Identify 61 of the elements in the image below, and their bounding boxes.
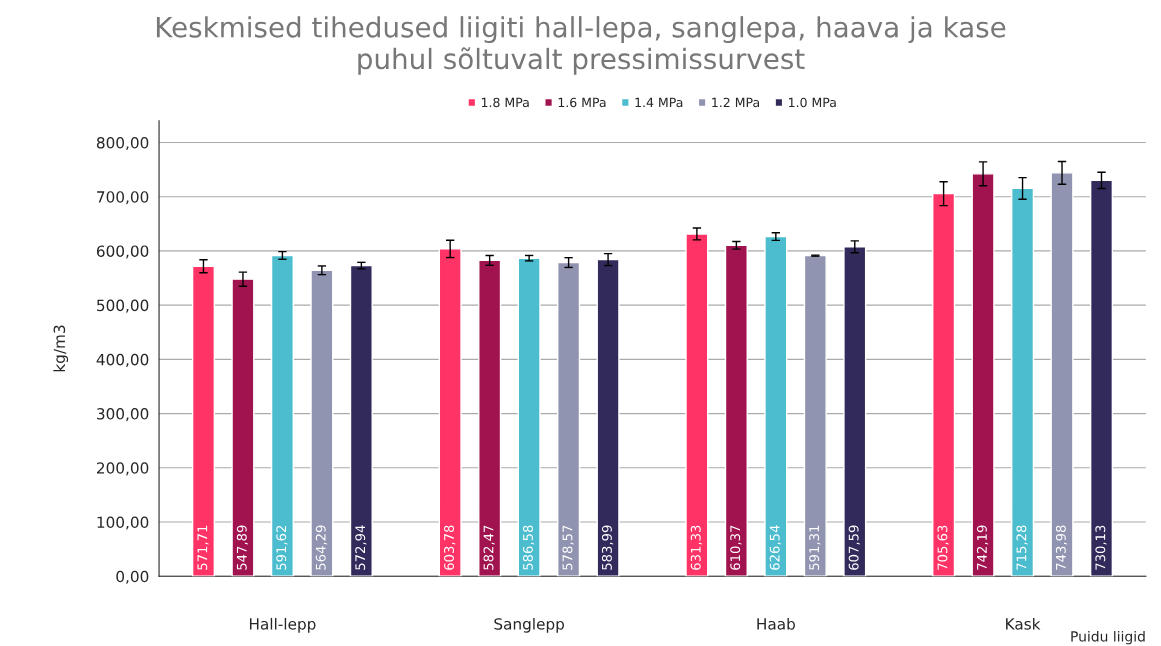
y-tick-label: 100,00 bbox=[97, 516, 149, 530]
data-label: 572,94 bbox=[355, 525, 367, 570]
bar bbox=[1011, 187, 1035, 577]
data-label: 730,13 bbox=[1095, 525, 1107, 570]
y-tick-label: 200,00 bbox=[97, 462, 149, 476]
data-label: 578,57 bbox=[562, 525, 574, 570]
y-tick-label: 700,00 bbox=[97, 191, 149, 205]
bar bbox=[803, 254, 827, 577]
bar bbox=[596, 258, 620, 577]
legend-label: 1.0 MPa bbox=[789, 97, 836, 108]
y-tick-label: 400,00 bbox=[96, 353, 149, 367]
data-label: 705,63 bbox=[937, 525, 949, 570]
bar bbox=[557, 261, 581, 577]
bar bbox=[764, 235, 788, 577]
y-tick-label: 0,00 bbox=[116, 570, 149, 584]
x-tick-label: Haab bbox=[757, 617, 795, 630]
data-label: 603,78 bbox=[444, 525, 456, 570]
legend-label: 1.8 MPa bbox=[481, 97, 529, 108]
bar bbox=[724, 244, 748, 577]
legend-label: 1.6 MPa bbox=[558, 97, 606, 108]
y-axis-title: kg/m3 bbox=[53, 325, 69, 372]
data-label: 610,37 bbox=[730, 525, 742, 570]
data-label: 742,19 bbox=[976, 525, 989, 570]
bar bbox=[310, 269, 334, 577]
x-tick-label: Hall-lepp bbox=[249, 617, 316, 633]
bar bbox=[191, 265, 216, 577]
data-label: 582,47 bbox=[483, 525, 495, 570]
data-label: 591,31 bbox=[809, 525, 821, 570]
data-label: 743,98 bbox=[1055, 525, 1068, 570]
y-tick-label: 800,00 bbox=[96, 136, 149, 151]
bar bbox=[1050, 172, 1074, 577]
data-label: 571,71 bbox=[197, 525, 209, 570]
data-label: 631,33 bbox=[690, 525, 703, 570]
y-tick-label: 500,00 bbox=[97, 299, 149, 313]
x-tick-label: Sanglepp bbox=[494, 617, 565, 633]
data-label: 591,62 bbox=[276, 525, 288, 570]
bar bbox=[270, 254, 294, 577]
data-label: 715,28 bbox=[1016, 525, 1028, 570]
data-label: 607,59 bbox=[848, 525, 860, 570]
x-tick-label: Kask bbox=[1006, 617, 1041, 630]
bar bbox=[971, 173, 995, 577]
data-label: 586,58 bbox=[522, 525, 535, 570]
data-label: 547,89 bbox=[236, 525, 249, 570]
chart-title: Keskmised tihedused liigiti hall-lepa, sanglepa, haava ja kase puhul sõltuvalt pressimissurvest bbox=[156, 16, 1006, 75]
legend-label: 1.4 MPa bbox=[635, 97, 683, 108]
bar bbox=[932, 192, 956, 577]
bar bbox=[231, 278, 255, 577]
bar bbox=[843, 246, 867, 577]
data-label: 583,99 bbox=[601, 525, 614, 570]
y-tick-label: 300,00 bbox=[97, 408, 149, 422]
bar bbox=[438, 248, 462, 577]
bar bbox=[349, 264, 373, 577]
y-tick-label: 600,00 bbox=[96, 245, 149, 259]
bar bbox=[517, 257, 541, 577]
x-axis-title: Puidu liigid bbox=[1071, 630, 1145, 645]
bar bbox=[685, 233, 709, 577]
legend-label: 1.2 MPa bbox=[712, 97, 760, 108]
data-label: 564,29 bbox=[315, 525, 328, 570]
bar bbox=[478, 259, 502, 577]
data-label: 626,54 bbox=[769, 525, 782, 570]
bar bbox=[1089, 179, 1114, 577]
